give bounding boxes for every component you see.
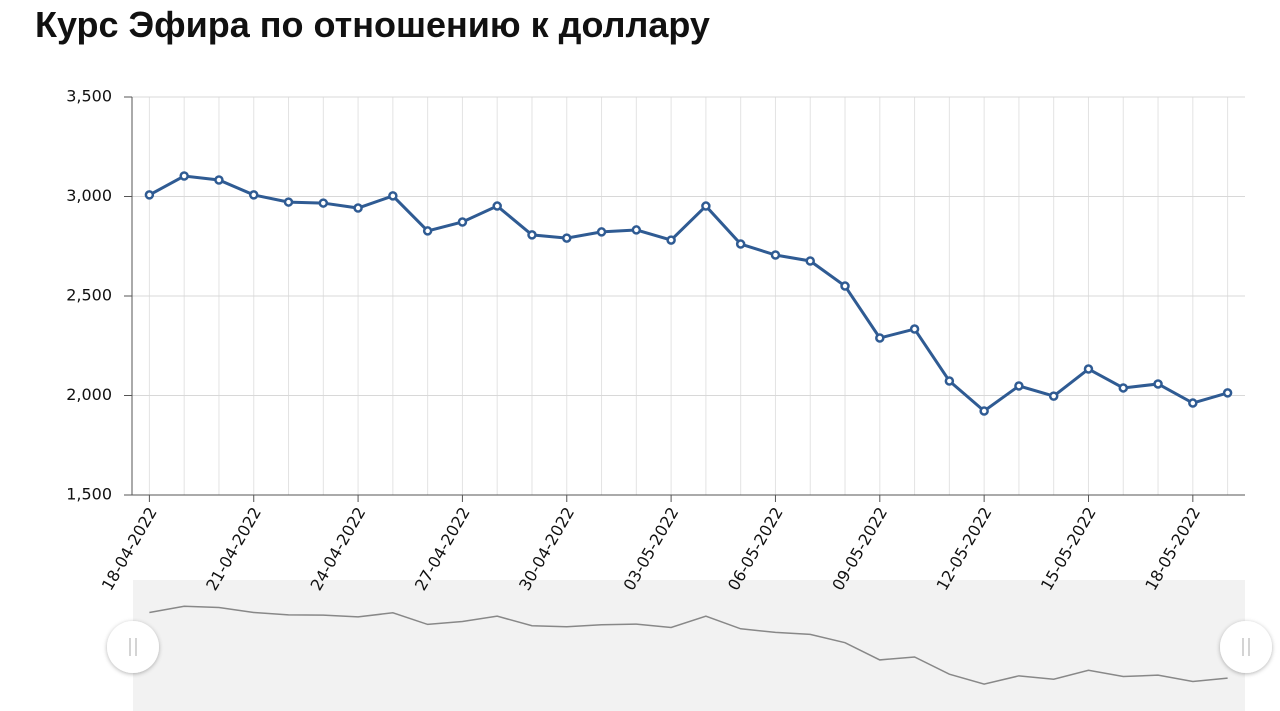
navigator-line	[149, 605, 1228, 685]
data-point	[283, 197, 294, 207]
data-point	[318, 198, 329, 208]
data-point	[457, 217, 468, 227]
data-point	[1118, 383, 1129, 393]
navigator-handle-left[interactable]	[107, 621, 159, 673]
data-point	[1048, 391, 1059, 401]
data-point	[1222, 388, 1233, 398]
data-point	[631, 225, 642, 235]
data-point	[875, 333, 885, 343]
data-point	[388, 191, 398, 201]
data-point	[805, 256, 815, 266]
data-point	[1188, 398, 1198, 408]
data-point	[179, 171, 189, 181]
data-point	[353, 203, 363, 213]
data-point	[214, 175, 224, 185]
data-point	[422, 226, 433, 236]
y-tick-label: 2,500	[66, 286, 112, 305]
data-point	[1014, 381, 1024, 391]
data-point	[909, 324, 920, 334]
data-point	[1083, 364, 1094, 374]
data-point	[596, 227, 607, 237]
data-point	[666, 235, 676, 245]
data-point	[1153, 379, 1163, 389]
data-point	[492, 201, 502, 211]
data-point	[701, 201, 711, 211]
data-point	[527, 230, 537, 240]
data-point	[144, 190, 155, 200]
data-point	[840, 281, 850, 291]
navigator-background	[133, 580, 1245, 711]
y-tick-label: 2,000	[66, 385, 112, 404]
data-point	[735, 239, 746, 249]
data-point	[248, 190, 259, 200]
data-point	[979, 406, 989, 416]
data-point	[944, 376, 955, 386]
navigator-handle-right[interactable]	[1220, 621, 1272, 673]
series-line	[148, 174, 1229, 413]
data-point	[770, 250, 781, 260]
chart-title: Курс Эфира по отношению к доллару	[35, 4, 710, 45]
y-tick-label: 3,000	[66, 186, 112, 205]
y-tick-label: 3,500	[66, 87, 112, 106]
y-tick-label: 1,500	[66, 485, 112, 504]
data-point	[562, 233, 572, 243]
